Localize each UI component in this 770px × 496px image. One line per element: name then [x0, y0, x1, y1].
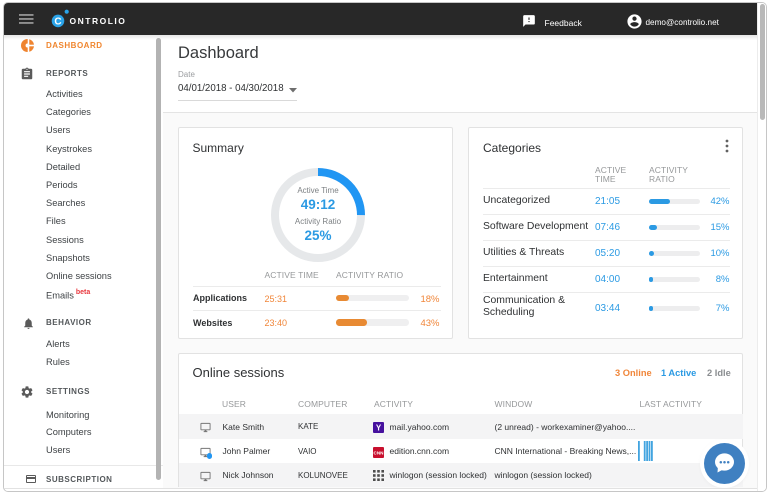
- svg-text:C: C: [54, 16, 61, 27]
- svg-text:Y: Y: [376, 424, 382, 433]
- svg-text:CNN: CNN: [373, 450, 383, 455]
